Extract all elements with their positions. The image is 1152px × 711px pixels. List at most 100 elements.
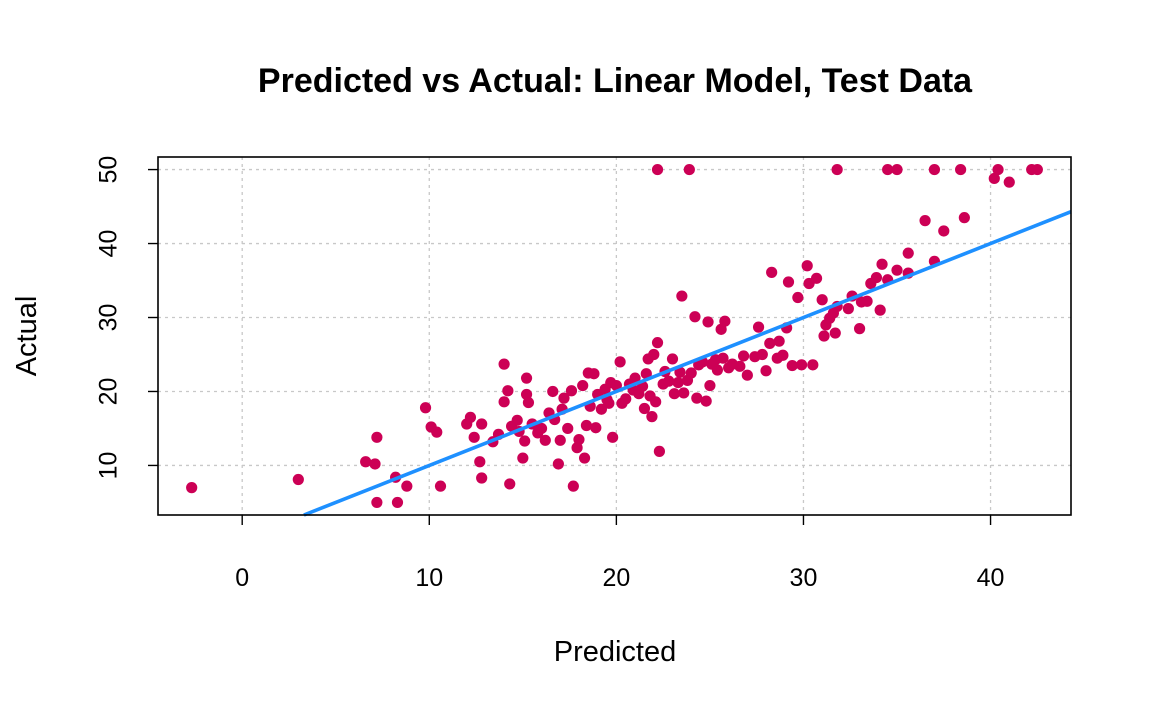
data-point	[773, 335, 785, 347]
data-point	[476, 472, 488, 484]
data-point	[522, 396, 535, 409]
data-point	[831, 163, 843, 176]
data-point	[646, 411, 658, 423]
data-point	[711, 364, 723, 376]
data-point	[504, 478, 516, 490]
data-point	[580, 419, 593, 432]
data-point	[464, 411, 477, 423]
data-point	[607, 431, 619, 443]
data-point	[678, 387, 690, 399]
data-point	[663, 375, 675, 387]
data-point	[685, 367, 697, 379]
x-tick-label: 40	[977, 564, 1005, 592]
data-point	[756, 348, 768, 361]
data-point	[737, 350, 750, 362]
data-point	[567, 480, 579, 492]
y-axis-title: Actual	[11, 296, 43, 377]
data-point	[741, 369, 753, 381]
data-point	[1003, 176, 1015, 188]
data-point	[928, 163, 941, 176]
data-point	[777, 349, 789, 361]
reference-line	[303, 210, 1072, 517]
y-tick-label: 50	[95, 156, 123, 184]
data-point	[474, 456, 486, 468]
data-point	[958, 212, 970, 224]
data-point	[517, 452, 529, 464]
data-point	[371, 496, 383, 509]
x-tick-label: 20	[602, 564, 630, 592]
data-point	[795, 359, 808, 371]
data-point	[588, 368, 600, 380]
data-point	[498, 396, 510, 408]
data-point	[547, 385, 559, 398]
data-point	[391, 496, 404, 509]
x-tick-label: 10	[415, 564, 443, 592]
data-point	[468, 431, 480, 443]
data-point	[676, 290, 688, 302]
data-points	[186, 163, 1043, 509]
data-point	[554, 434, 566, 446]
data-point	[853, 323, 866, 335]
data-point	[704, 379, 716, 392]
chart-title: Predicted vs Actual: Linear Model, Test …	[258, 62, 973, 100]
data-point	[562, 422, 574, 435]
data-point	[988, 172, 1000, 185]
data-point	[578, 452, 591, 464]
data-point	[674, 366, 686, 378]
data-point	[861, 295, 873, 307]
data-point	[807, 359, 819, 371]
data-point	[292, 473, 304, 486]
data-point	[891, 163, 903, 176]
data-point	[666, 353, 679, 365]
data-point	[810, 272, 823, 284]
data-point	[689, 311, 701, 323]
data-point	[498, 358, 510, 370]
data-point	[668, 388, 680, 400]
data-point	[842, 303, 854, 315]
grid	[158, 157, 1071, 515]
y-axis: 10 20 30 40 50	[95, 156, 158, 480]
data-point	[371, 431, 383, 443]
data-point	[476, 418, 488, 430]
y-tick-label: 30	[95, 304, 123, 332]
data-point	[870, 271, 883, 284]
data-point	[719, 315, 731, 327]
x-tick-label: 30	[790, 564, 818, 592]
x-axis-title: Predicted	[554, 636, 677, 668]
data-point	[577, 379, 589, 392]
data-point	[653, 445, 666, 457]
data-point	[672, 376, 684, 389]
data-point	[792, 291, 804, 304]
data-point	[565, 385, 578, 397]
data-point	[829, 327, 841, 339]
data-point	[629, 372, 641, 384]
data-point	[369, 458, 381, 470]
data-point	[519, 435, 531, 447]
data-point	[782, 276, 795, 288]
data-point	[760, 365, 772, 377]
data-point	[511, 414, 523, 426]
data-point	[539, 434, 551, 446]
data-point	[876, 258, 888, 270]
data-point	[603, 397, 615, 409]
x-axis: 0 10 20 30 40	[235, 515, 1004, 592]
y-tick-label: 10	[95, 452, 123, 480]
data-point	[502, 385, 514, 397]
data-point	[558, 392, 570, 404]
identity-line	[303, 210, 1072, 517]
data-point	[186, 482, 198, 494]
data-point	[431, 426, 443, 438]
data-point	[691, 392, 703, 404]
data-point	[651, 163, 664, 176]
data-point	[590, 422, 602, 434]
data-point	[401, 480, 413, 492]
data-point	[938, 225, 950, 237]
x-tick-label: 0	[235, 564, 249, 592]
y-tick-label: 40	[95, 230, 123, 258]
data-point	[766, 266, 778, 278]
data-point	[595, 403, 608, 415]
data-point	[640, 368, 652, 380]
data-point	[801, 260, 813, 272]
data-point	[955, 163, 967, 176]
data-point	[683, 163, 695, 176]
